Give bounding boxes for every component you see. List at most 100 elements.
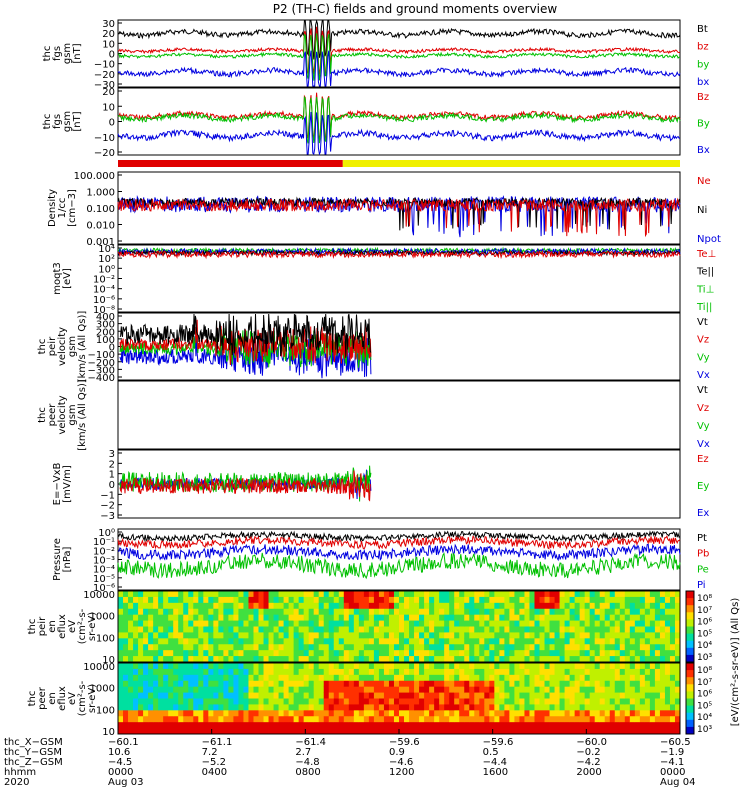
heatmap-cell <box>183 692 189 699</box>
heatmap-cell <box>669 674 676 682</box>
heatmap-cell <box>313 626 320 633</box>
x-axis-row-label: hhmm <box>4 767 36 778</box>
heatmap-cell <box>539 680 545 688</box>
heatmap-cell <box>278 650 284 657</box>
heatmap-cell <box>444 644 450 651</box>
heatmap-cell <box>574 626 581 633</box>
heatmap-cell <box>358 620 365 627</box>
heatmap-cell <box>388 663 395 670</box>
heatmap-cell <box>499 704 505 711</box>
heatmap-cell <box>283 620 290 627</box>
heatmap-cell <box>193 626 199 633</box>
heatmap-cell <box>459 716 465 723</box>
heatmap-cell <box>313 680 320 688</box>
heatmap-cell <box>323 638 330 645</box>
heatmap-cell <box>283 698 290 705</box>
heatmap-cell <box>644 638 651 645</box>
y-axis-label-line: peir <box>47 336 58 356</box>
heatmap-cell <box>123 602 129 610</box>
heatmap-cell <box>193 698 199 705</box>
heatmap-cell <box>524 716 530 723</box>
heatmap-cell <box>529 626 535 633</box>
heatmap-cell <box>674 656 681 663</box>
heatmap-cell <box>323 626 330 633</box>
heatmap-cell <box>218 591 224 598</box>
heatmap-cell <box>669 704 676 711</box>
heatmap-cell <box>393 663 400 670</box>
heatmap-cell <box>534 591 540 598</box>
colorbar-swatch <box>686 726 694 735</box>
heatmap-cell <box>464 674 470 682</box>
colorbar-tick-label: 10⁷ <box>697 678 712 688</box>
heatmap-cell <box>444 602 450 610</box>
heatmap-cell <box>489 710 495 717</box>
heatmap-cell <box>163 602 169 610</box>
heatmap-cell <box>404 650 410 657</box>
heatmap-cell <box>123 644 129 651</box>
heatmap-cell <box>363 663 370 670</box>
heatmap-cell <box>434 686 440 693</box>
heatmap-cell <box>624 704 631 711</box>
heatmap-cell <box>504 632 510 639</box>
heatmap-cell <box>328 626 335 633</box>
heatmap-cell <box>494 668 500 676</box>
heatmap-cell <box>599 698 606 705</box>
heatmap-cell <box>353 686 360 693</box>
heatmap-cell <box>669 638 676 645</box>
heatmap-cell <box>313 596 320 604</box>
heatmap-cell <box>278 638 284 645</box>
heatmap-cell <box>203 722 209 729</box>
series-line <box>117 26 681 75</box>
heatmap-cell <box>268 614 274 621</box>
heatmap-cell <box>238 722 244 729</box>
heatmap-cell <box>514 632 520 639</box>
heatmap-cell <box>368 608 375 616</box>
heatmap-cell <box>333 596 340 604</box>
series-line <box>117 552 681 580</box>
heatmap-cell <box>133 728 139 735</box>
heatmap-cell <box>404 710 410 717</box>
heatmap-cell <box>404 680 410 688</box>
heatmap-cell <box>248 692 254 699</box>
y-axis-label-line: peir <box>37 616 48 636</box>
heatmap-cell <box>313 674 320 682</box>
heatmap-cell <box>629 644 636 651</box>
heatmap-cell <box>348 650 355 657</box>
heatmap-cell <box>494 614 500 621</box>
heatmap-cell <box>419 591 425 598</box>
y-tick-label: −400 <box>88 373 115 384</box>
heatmap-cell <box>674 674 681 682</box>
heatmap-cell <box>414 626 420 633</box>
heatmap-cell <box>313 632 320 639</box>
heatmap-cell <box>213 614 219 621</box>
heatmap-cell <box>248 698 254 705</box>
heatmap-cell <box>444 656 450 663</box>
heatmap-cell <box>399 650 405 657</box>
heatmap-cell <box>484 710 490 717</box>
heatmap-cell <box>303 728 310 735</box>
heatmap-cell <box>253 698 259 705</box>
heatmap-cell <box>353 710 360 717</box>
heatmap-cell <box>574 674 581 682</box>
heatmap-cell <box>118 710 124 717</box>
heatmap-cell <box>439 608 445 616</box>
heatmap-cell <box>298 644 305 651</box>
heatmap-cell <box>629 596 636 604</box>
heatmap-cell <box>153 626 159 633</box>
heatmap-cell <box>534 644 540 651</box>
y-tick-label: 100 <box>96 633 115 644</box>
heatmap-cell <box>649 620 656 627</box>
heatmap-cell <box>499 710 505 717</box>
heatmap-cell <box>338 716 345 723</box>
heatmap-cell <box>153 692 159 699</box>
heatmap-cell <box>664 710 671 717</box>
heatmap-cell <box>273 608 279 616</box>
heatmap-cell <box>614 620 621 627</box>
heatmap-cell <box>348 638 355 645</box>
heatmap-cell <box>604 632 611 639</box>
heatmap-cell <box>233 698 239 705</box>
heatmap-cell <box>634 692 641 699</box>
heatmap-cell <box>489 608 495 616</box>
heatmap-cell <box>283 716 290 723</box>
heatmap-cell <box>444 698 450 705</box>
